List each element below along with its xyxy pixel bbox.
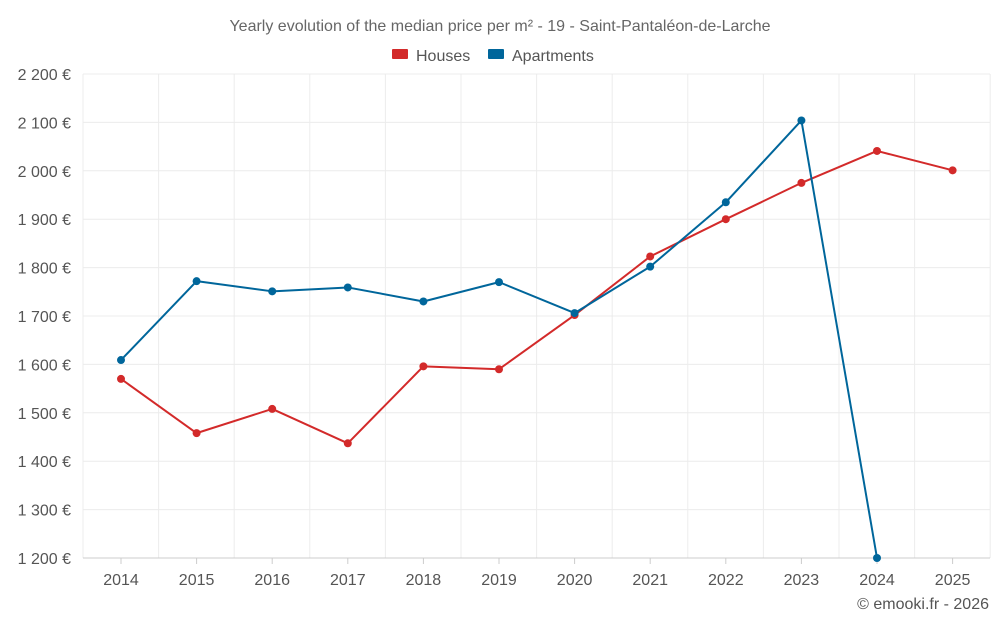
data-point-apartments[interactable] xyxy=(419,297,428,306)
data-point-houses[interactable] xyxy=(419,362,428,371)
data-point-houses[interactable] xyxy=(343,439,352,448)
data-point-houses[interactable] xyxy=(948,166,957,175)
y-tick-label: 1 400 € xyxy=(18,454,71,471)
y-tick-label: 1 700 € xyxy=(18,309,71,326)
x-tick-label: 2022 xyxy=(708,572,744,589)
data-point-houses[interactable] xyxy=(646,252,655,261)
legend: Houses Apartments xyxy=(392,48,594,65)
chart-title: Yearly evolution of the median price per… xyxy=(229,18,770,35)
y-tick-label: 1 800 € xyxy=(18,261,71,278)
legend-item-houses[interactable]: Houses xyxy=(392,48,470,65)
x-tick-label: 2015 xyxy=(179,572,215,589)
x-tick-label: 2024 xyxy=(859,572,895,589)
y-tick-label: 2 000 € xyxy=(18,164,71,181)
data-point-houses[interactable] xyxy=(721,215,730,224)
x-tick-label: 2021 xyxy=(632,572,668,589)
gridlines xyxy=(82,73,991,559)
legend-swatch-apartments xyxy=(488,49,504,59)
x-tick-label: 2018 xyxy=(406,572,442,589)
legend-item-apartments[interactable]: Apartments xyxy=(488,48,594,65)
y-tick-label: 1 300 € xyxy=(18,503,71,520)
y-tick-label: 1 900 € xyxy=(18,212,71,229)
data-point-houses[interactable] xyxy=(192,429,201,438)
series-line-houses xyxy=(120,149,953,445)
x-tick-label: 2020 xyxy=(557,572,593,589)
x-tick-label: 2019 xyxy=(481,572,517,589)
data-point-houses[interactable] xyxy=(117,374,125,383)
x-tick-label: 2025 xyxy=(935,572,971,589)
x-tick-label: 2014 xyxy=(103,572,139,589)
x-axis-ticks: 2014 2015 2016 2017 2018 2019 2020 2021 2022 2023… xyxy=(103,558,970,589)
y-tick-label: 1 500 € xyxy=(18,406,71,423)
data-point-apartments[interactable] xyxy=(721,198,730,207)
data-point-apartments[interactable] xyxy=(268,287,277,296)
y-tick-label: 2 100 € xyxy=(18,115,71,132)
x-tick-label: 2016 xyxy=(254,572,290,589)
data-point-apartments[interactable] xyxy=(873,554,881,562)
data-point-apartments[interactable] xyxy=(570,309,579,318)
series-points xyxy=(117,116,957,562)
y-axis-ticks: 1 200 € 1 300 € 1 400 € 1 500 € 1 600 € 1 700… xyxy=(18,67,71,568)
x-tick-label: 2017 xyxy=(330,572,366,589)
x-tick-label: 2023 xyxy=(784,572,820,589)
legend-label-houses: Houses xyxy=(416,48,470,65)
data-point-houses[interactable] xyxy=(495,365,503,374)
data-point-apartments[interactable] xyxy=(192,277,201,286)
data-point-apartments[interactable] xyxy=(797,116,806,125)
data-point-apartments[interactable] xyxy=(343,283,352,292)
y-tick-label: 1 200 € xyxy=(18,551,71,568)
credit-text: © emooki.fr - 2026 xyxy=(857,596,989,613)
y-tick-label: 2 200 € xyxy=(18,67,71,84)
data-point-houses[interactable] xyxy=(873,146,881,155)
legend-swatch-houses xyxy=(392,49,408,59)
data-point-apartments[interactable] xyxy=(495,278,503,287)
legend-label-apartments: Apartments xyxy=(512,48,594,65)
data-point-apartments[interactable] xyxy=(117,356,125,365)
data-point-houses[interactable] xyxy=(797,178,806,187)
y-tick-label: 1 600 € xyxy=(18,357,71,374)
data-point-apartments[interactable] xyxy=(646,262,655,271)
data-point-houses[interactable] xyxy=(268,404,277,413)
